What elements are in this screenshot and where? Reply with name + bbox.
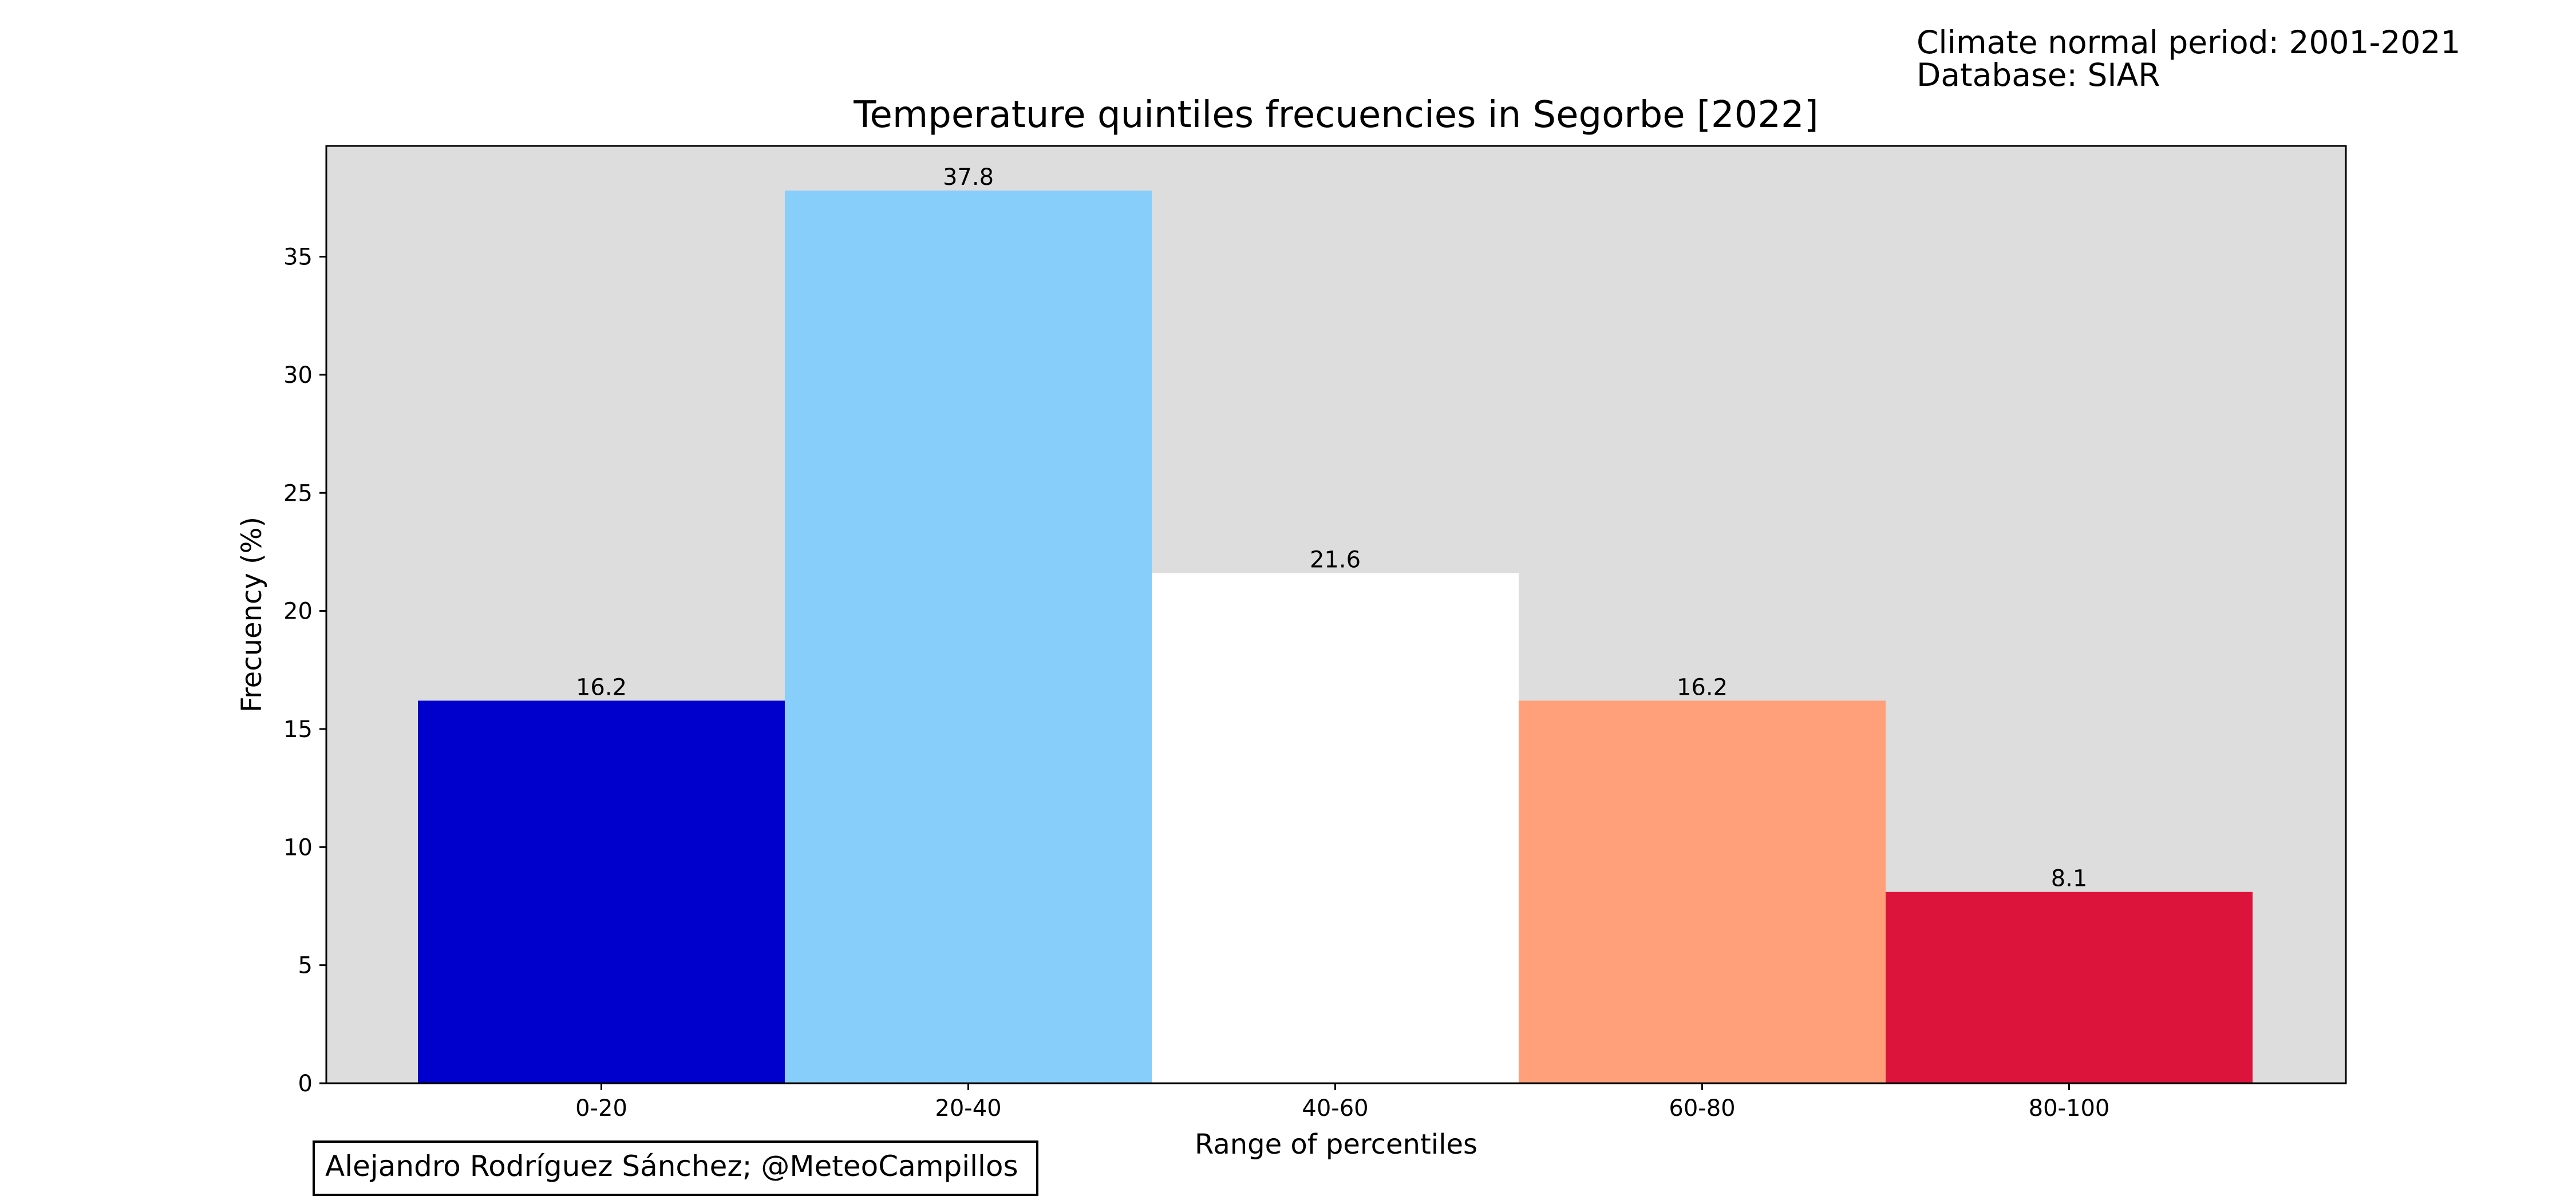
value-label-80-100: 8.1 xyxy=(2051,866,2088,892)
value-label-20-40: 37.8 xyxy=(943,164,994,191)
bar-80-100 xyxy=(1886,892,2253,1083)
y-tick-label-15: 15 xyxy=(283,716,313,743)
y-tick-label-0: 0 xyxy=(298,1071,313,1097)
bar-0-20 xyxy=(418,700,785,1083)
x-tick-label-60-80: 60-80 xyxy=(1669,1095,1735,1122)
y-axis-label: Frecuency (%) xyxy=(236,517,268,712)
y-tick-label-20: 20 xyxy=(283,599,313,625)
value-labels-group: 16.2 37.8 21.6 16.2 8.1 xyxy=(576,164,2087,892)
credit-text: Alejandro Rodríguez Sánchez; @MeteoCampi… xyxy=(325,1150,1018,1183)
y-tick-label-25: 25 xyxy=(283,480,313,506)
value-label-60-80: 16.2 xyxy=(1677,674,1728,700)
bar-60-80 xyxy=(1519,700,1886,1083)
x-axis: 0-20 20-40 40-60 60-80 80-100 xyxy=(575,1083,2109,1122)
chart-title: Temperature quintiles frecuencies in Seg… xyxy=(853,94,1818,136)
x-tick-label-0-20: 0-20 xyxy=(575,1095,627,1122)
value-label-40-60: 21.6 xyxy=(1310,547,1361,573)
y-tick-label-35: 35 xyxy=(283,244,313,271)
x-axis-label: Range of percentiles xyxy=(1195,1128,1477,1161)
y-tick-label-5: 5 xyxy=(298,953,313,979)
y-axis: 0 5 10 15 20 25 30 35 xyxy=(283,244,326,1097)
y-tick-label-30: 30 xyxy=(283,362,313,389)
x-tick-label-40-60: 40-60 xyxy=(1302,1095,1368,1122)
x-tick-label-20-40: 20-40 xyxy=(935,1095,1001,1122)
bar-20-40 xyxy=(785,191,1152,1083)
value-label-0-20: 16.2 xyxy=(576,674,627,700)
bar-40-60 xyxy=(1152,573,1519,1083)
y-tick-label-10: 10 xyxy=(283,834,313,861)
database-text: Database: SIAR xyxy=(1917,57,2160,93)
bars-group xyxy=(418,191,2253,1083)
plot-frame xyxy=(325,145,2347,1084)
x-tick-label-80-100: 80-100 xyxy=(2029,1095,2110,1122)
credit-box xyxy=(313,1140,1038,1196)
climate-normal-text: Climate normal period: 2001-2021 xyxy=(1917,24,2460,61)
